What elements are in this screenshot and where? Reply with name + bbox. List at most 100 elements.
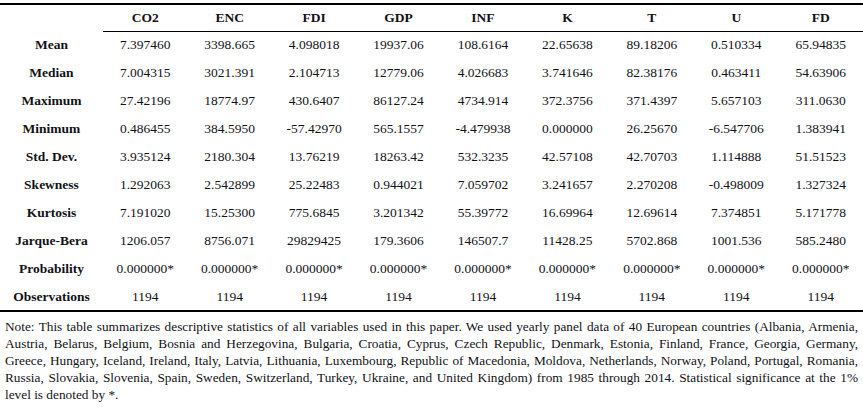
cell-minimum-u: -6.547706 (694, 115, 778, 143)
row-label-probability: Probability (0, 255, 103, 283)
cell-minimum-k: 0.000000 (525, 115, 609, 143)
cell-median-enc: 3021.391 (187, 59, 271, 87)
cell-observations-gdp: 1194 (356, 283, 440, 311)
cell-stddev-gdp: 18263.42 (356, 143, 440, 171)
cell-probability-enc: 0.000000* (187, 255, 271, 283)
row-label-skewness: Skewness (0, 171, 103, 199)
cell-median-fd: 54.63906 (779, 59, 863, 87)
cell-median-k: 3.741646 (525, 59, 609, 87)
col-header-fd: FD (779, 4, 863, 31)
cell-kurtosis-fdi: 775.6845 (272, 199, 356, 227)
table-row-kurtosis: Kurtosis 7.191020 15.25300 775.6845 3.20… (0, 199, 863, 227)
cell-observations-co2: 1194 (103, 283, 187, 311)
cell-skewness-u: -0.498009 (694, 171, 778, 199)
page: CO2 ENC FDI GDP INF K T U FD Mean 7.3974… (0, 3, 863, 416)
col-header-gdp: GDP (356, 4, 440, 31)
row-label-stddev: Std. Dev. (0, 143, 103, 171)
cell-stddev-co2: 3.935124 (103, 143, 187, 171)
cell-probability-k: 0.000000* (525, 255, 609, 283)
cell-jarque-bera-fdi: 29829425 (272, 227, 356, 255)
cell-jarque-bera-u: 1001.536 (694, 227, 778, 255)
row-label-median: Median (0, 59, 103, 87)
col-header-k: K (525, 4, 609, 31)
cell-minimum-t: 26.25670 (610, 115, 694, 143)
cell-observations-inf: 1194 (441, 283, 525, 311)
cell-mean-enc: 3398.665 (187, 31, 271, 59)
cell-skewness-gdp: 0.944021 (356, 171, 440, 199)
cell-probability-u: 0.000000* (694, 255, 778, 283)
cell-kurtosis-k: 16.69964 (525, 199, 609, 227)
cell-stddev-fd: 51.51523 (779, 143, 863, 171)
cell-maximum-co2: 27.42196 (103, 87, 187, 115)
table-row-mean: Mean 7.397460 3398.665 4.098018 19937.06… (0, 31, 863, 59)
cell-maximum-t: 371.4397 (610, 87, 694, 115)
table-row-jarque-bera: Jarque-Bera 1206.057 8756.071 29829425 1… (0, 227, 863, 255)
cell-stddev-enc: 2180.304 (187, 143, 271, 171)
descriptive-statistics-table: CO2 ENC FDI GDP INF K T U FD Mean 7.3974… (0, 3, 863, 312)
cell-jarque-bera-enc: 8756.071 (187, 227, 271, 255)
col-header-fdi: FDI (272, 4, 356, 31)
cell-maximum-enc: 18774.97 (187, 87, 271, 115)
cell-probability-t: 0.000000* (610, 255, 694, 283)
cell-observations-k: 1194 (525, 283, 609, 311)
cell-minimum-fdi: -57.42970 (272, 115, 356, 143)
cell-minimum-fd: 1.383941 (779, 115, 863, 143)
col-header-enc: ENC (187, 4, 271, 31)
col-header-u: U (694, 4, 778, 31)
table-note: Note: This table summarizes descriptive … (5, 318, 858, 403)
cell-observations-enc: 1194 (187, 283, 271, 311)
table-row-minimum: Minimum 0.486455 384.5950 -57.42970 565.… (0, 115, 863, 143)
cell-stddev-inf: 532.3235 (441, 143, 525, 171)
cell-mean-gdp: 19937.06 (356, 31, 440, 59)
cell-minimum-enc: 384.5950 (187, 115, 271, 143)
cell-kurtosis-inf: 55.39772 (441, 199, 525, 227)
cell-skewness-fdi: 25.22483 (272, 171, 356, 199)
cell-minimum-inf: -4.479938 (441, 115, 525, 143)
cell-skewness-enc: 2.542899 (187, 171, 271, 199)
cell-probability-co2: 0.000000* (103, 255, 187, 283)
cell-minimum-co2: 0.486455 (103, 115, 187, 143)
row-label-maximum: Maximum (0, 87, 103, 115)
cell-median-fdi: 2.104713 (272, 59, 356, 87)
cell-probability-gdp: 0.000000* (356, 255, 440, 283)
cell-stddev-t: 42.70703 (610, 143, 694, 171)
cell-stddev-u: 1.114888 (694, 143, 778, 171)
cell-mean-k: 22.65638 (525, 31, 609, 59)
cell-observations-t: 1194 (610, 283, 694, 311)
table-row-skewness: Skewness 1.292063 2.542899 25.22483 0.94… (0, 171, 863, 199)
cell-jarque-bera-gdp: 179.3606 (356, 227, 440, 255)
table-row-probability: Probability 0.000000* 0.000000* 0.000000… (0, 255, 863, 283)
cell-mean-inf: 108.6164 (441, 31, 525, 59)
cell-jarque-bera-inf: 146507.7 (441, 227, 525, 255)
cell-mean-t: 89.18206 (610, 31, 694, 59)
cell-skewness-inf: 7.059702 (441, 171, 525, 199)
cell-skewness-fd: 1.327324 (779, 171, 863, 199)
cell-median-gdp: 12779.06 (356, 59, 440, 87)
row-label-mean: Mean (0, 31, 103, 59)
cell-maximum-gdp: 86127.24 (356, 87, 440, 115)
cell-maximum-k: 372.3756 (525, 87, 609, 115)
table-row-maximum: Maximum 27.42196 18774.97 430.6407 86127… (0, 87, 863, 115)
cell-mean-co2: 7.397460 (103, 31, 187, 59)
header-row: CO2 ENC FDI GDP INF K T U FD (0, 4, 863, 31)
cell-median-co2: 7.004315 (103, 59, 187, 87)
cell-stddev-fdi: 13.76219 (272, 143, 356, 171)
cell-stddev-k: 42.57108 (525, 143, 609, 171)
cell-minimum-gdp: 565.1557 (356, 115, 440, 143)
cell-median-t: 82.38176 (610, 59, 694, 87)
cell-kurtosis-gdp: 3.201342 (356, 199, 440, 227)
table-row-median: Median 7.004315 3021.391 2.104713 12779.… (0, 59, 863, 87)
cell-kurtosis-co2: 7.191020 (103, 199, 187, 227)
cell-probability-fd: 0.000000* (779, 255, 863, 283)
corner-cell (0, 4, 103, 31)
cell-skewness-co2: 1.292063 (103, 171, 187, 199)
cell-mean-u: 0.510334 (694, 31, 778, 59)
cell-skewness-k: 3.241657 (525, 171, 609, 199)
cell-mean-fd: 65.94835 (779, 31, 863, 59)
cell-maximum-u: 5.657103 (694, 87, 778, 115)
cell-median-inf: 4.026683 (441, 59, 525, 87)
row-label-kurtosis: Kurtosis (0, 199, 103, 227)
cell-jarque-bera-fd: 585.2480 (779, 227, 863, 255)
cell-median-u: 0.463411 (694, 59, 778, 87)
cell-mean-fdi: 4.098018 (272, 31, 356, 59)
